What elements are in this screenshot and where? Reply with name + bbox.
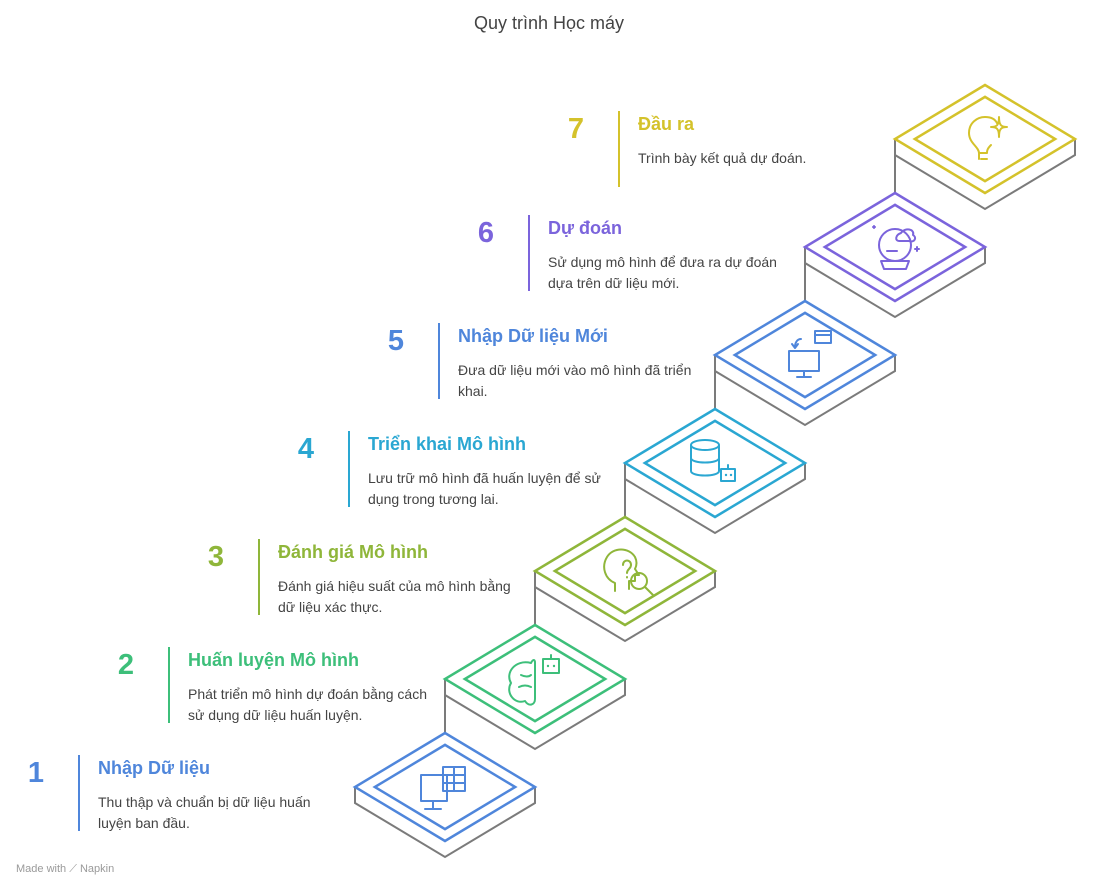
stair-tile-1	[352, 731, 538, 843]
step-description: Đưa dữ liệu mới vào mô hình đã triển kha…	[458, 362, 692, 399]
step-title: Đánh giá Mô hình	[278, 542, 428, 562]
step-description: Lưu trữ mô hình đã huấn luyện để sử dụng…	[368, 470, 601, 507]
step-description: Trình bày kết quả dự đoán.	[638, 150, 807, 166]
stair-edge	[804, 247, 986, 319]
step-title: Dự đoán	[548, 218, 623, 238]
database-robot-icon	[690, 439, 736, 482]
tile-inner-diamond	[552, 527, 698, 615]
stair-tile-2	[442, 623, 628, 735]
step-accent-bar	[528, 215, 530, 291]
step-accent-bar	[348, 431, 350, 507]
tile-outer-diamond	[892, 83, 1078, 195]
step-title: Nhập Dữ liệu	[98, 758, 211, 778]
tile-outer-diamond	[352, 731, 538, 843]
made-with-text: Made with	[16, 863, 67, 875]
stair-edge	[444, 679, 626, 751]
step-title: Huấn luyện Mô hình	[188, 650, 359, 670]
step-number: 6	[477, 217, 495, 249]
step-number: 4	[297, 433, 315, 465]
step-accent-bar	[618, 111, 620, 187]
tile-outer-diamond	[622, 407, 808, 519]
diagram-title: Quy trình Học máy	[473, 13, 625, 33]
napkin-brand: Napkin	[79, 863, 115, 875]
step-accent-bar	[438, 323, 440, 399]
tile-inner-diamond	[912, 95, 1058, 183]
step-number: 2	[117, 649, 135, 681]
tile-outer-diamond	[532, 515, 718, 627]
napkin-watermark: Made with ⟋ Napkin	[16, 863, 114, 876]
step-number: 5	[387, 325, 405, 357]
tile-inner-diamond	[642, 419, 788, 507]
step-description: Đánh giá hiệu suất của mô hình bằng dữ l…	[278, 578, 511, 615]
crystal-ball-icon	[872, 225, 920, 270]
napkin-logo-icon: ⟋	[69, 863, 77, 875]
tile-inner-diamond	[372, 743, 518, 831]
stair-edge	[894, 139, 1076, 211]
computer-table-icon	[420, 766, 466, 810]
stair-edge	[714, 355, 896, 427]
step-accent-bar	[258, 539, 260, 615]
stair-tile-6	[802, 191, 988, 303]
tile-outer-diamond	[712, 299, 898, 411]
step-accent-bar	[78, 755, 80, 831]
step-number: 3	[207, 541, 225, 573]
step-description: Phát triển mô hình dự đoán bằng cách sử …	[188, 686, 427, 723]
stair-tile-3	[532, 515, 718, 627]
tile-outer-diamond	[802, 191, 988, 303]
step-title: Triển khai Mô hình	[368, 434, 527, 454]
step-description: Thu thập và chuẩn bị dữ liệu huấn luyện …	[98, 794, 311, 831]
step-title: Nhập Dữ liệu Mới	[458, 326, 608, 346]
tile-inner-diamond	[822, 203, 968, 291]
stair-edge	[534, 571, 716, 643]
step-number: 1	[27, 757, 45, 789]
stair-tile-4	[622, 407, 808, 519]
step-accent-bar	[168, 647, 170, 723]
step-number: 7	[567, 113, 585, 145]
stair-edge	[354, 787, 536, 859]
stair-tile-5	[712, 299, 898, 411]
step-description: Sử dụng mô hình để đưa ra dự đoán dựa tr…	[548, 254, 777, 291]
stair-tile-7	[892, 83, 1078, 195]
lightbulb-icon	[968, 116, 1008, 160]
monitor-input-icon	[788, 330, 832, 378]
tile-inner-diamond	[462, 635, 608, 723]
tile-inner-diamond	[732, 311, 878, 399]
step-title: Đầu ra	[638, 114, 695, 134]
head-question-icon	[603, 548, 654, 596]
brain-robot-icon	[508, 654, 560, 706]
stair-edge	[624, 463, 806, 535]
